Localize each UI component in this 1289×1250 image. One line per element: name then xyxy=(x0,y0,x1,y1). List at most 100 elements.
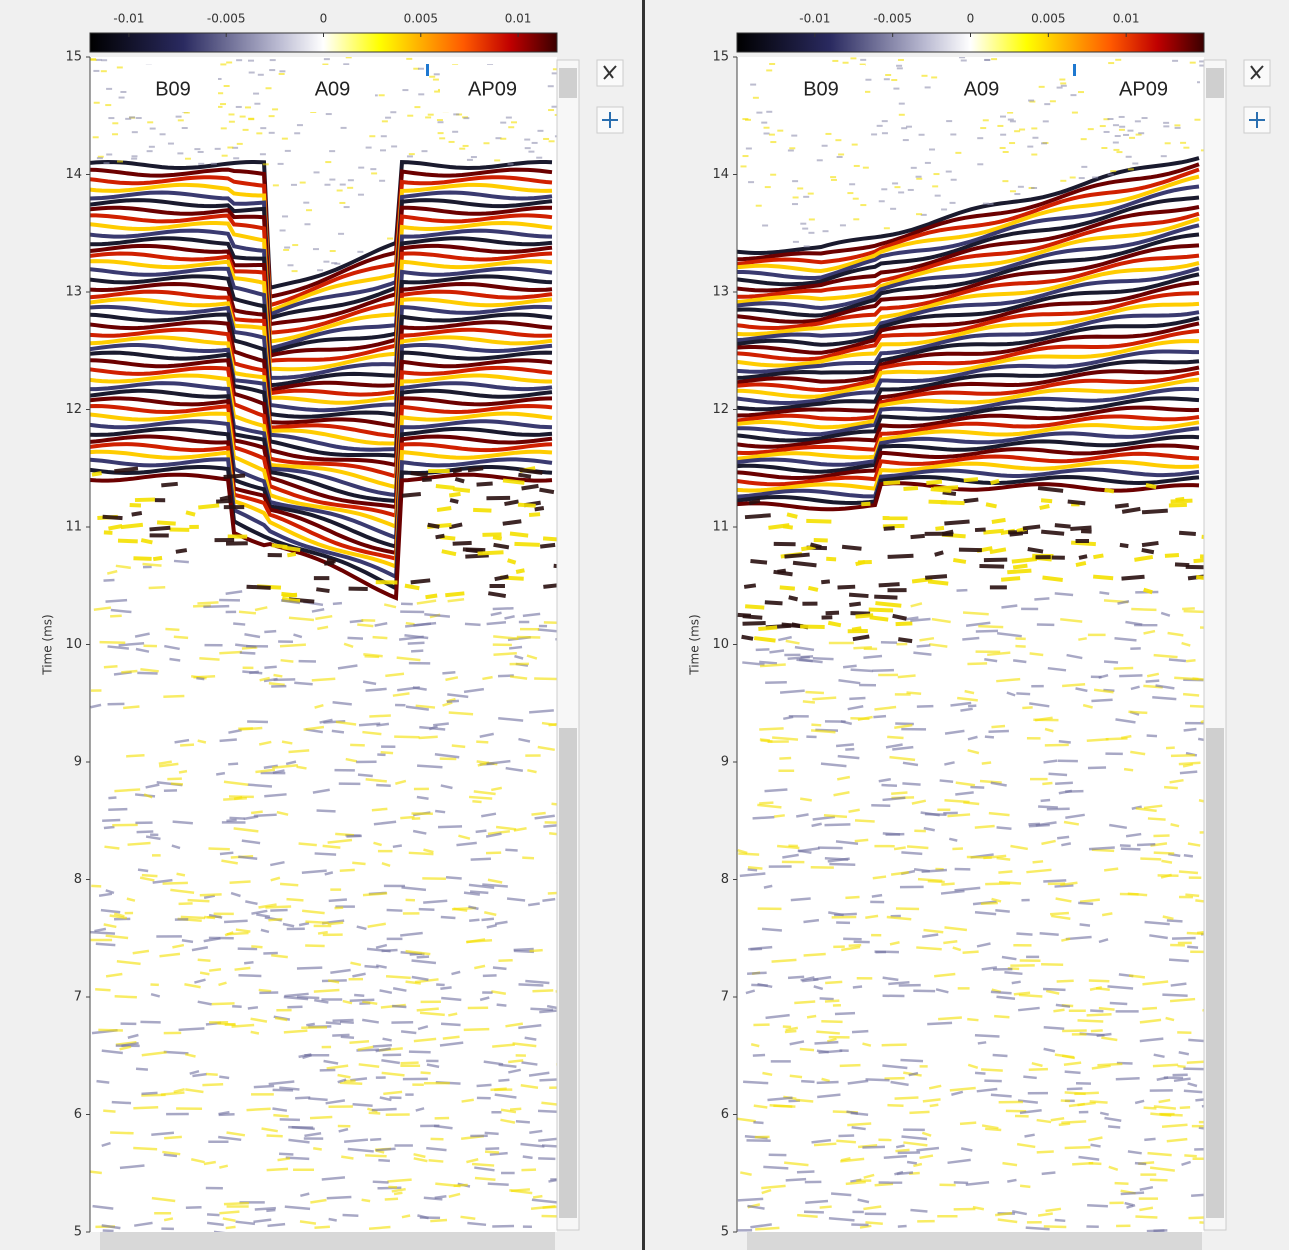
reflector-dash xyxy=(522,856,535,860)
reflector-dash xyxy=(1088,1136,1103,1142)
reflector-dash xyxy=(441,549,457,557)
y-axis-label: Time (ms) xyxy=(41,614,55,676)
reflector-dash xyxy=(219,650,243,655)
reflector-dash xyxy=(136,830,154,834)
reflector-dash xyxy=(906,691,922,696)
reflector-dash xyxy=(258,903,277,909)
reflector-dash xyxy=(440,1022,461,1027)
reflector-dash xyxy=(935,525,945,531)
reflector-dash xyxy=(528,512,541,517)
reflector-dash xyxy=(897,637,913,644)
reflector xyxy=(90,419,553,541)
reflector-dash xyxy=(840,1157,865,1163)
tool-button[interactable] xyxy=(596,59,624,87)
reflector-dash xyxy=(1077,1101,1096,1107)
reflector-dash xyxy=(739,872,766,878)
reflector-dash xyxy=(782,853,799,859)
reflector-dash xyxy=(454,476,465,484)
reflector-dash xyxy=(1179,770,1198,775)
reflector-dash xyxy=(126,897,136,902)
label-box xyxy=(290,65,375,112)
reflector-dash xyxy=(202,1083,224,1087)
reflector-dash xyxy=(192,1072,207,1078)
reflector-dash xyxy=(469,918,480,923)
reflector-dash xyxy=(841,544,862,551)
reflector-dash xyxy=(530,1007,554,1012)
reflector-dash xyxy=(744,513,771,520)
reflector-dash xyxy=(120,522,144,530)
reflector-dash xyxy=(850,1111,869,1117)
reflector-dash xyxy=(1134,554,1154,562)
reflector-dash xyxy=(266,1134,283,1138)
reflector-dash xyxy=(101,1049,123,1055)
reflector-dash xyxy=(1200,719,1204,724)
reflector-dash xyxy=(1182,607,1195,611)
reflector-dash xyxy=(1038,805,1058,809)
reflector-dash xyxy=(1170,754,1195,758)
reflector-dash xyxy=(897,1224,907,1228)
reflector-dash xyxy=(383,603,397,609)
reflector-dash xyxy=(103,825,115,830)
reflector-dash xyxy=(821,1077,830,1083)
reflector-dash xyxy=(850,668,874,673)
reflector-dash xyxy=(813,985,824,991)
reflector-dash xyxy=(812,656,834,661)
reflector-dash xyxy=(143,793,153,799)
reflector-dash xyxy=(279,1152,294,1156)
reflector-dash xyxy=(1078,901,1094,906)
reflector xyxy=(737,481,1200,512)
reflector-dash xyxy=(437,825,463,829)
reflector-dash xyxy=(1168,958,1189,963)
reflector-dash xyxy=(344,1138,369,1143)
reflector-dash xyxy=(484,1150,500,1154)
reflector-dash xyxy=(452,540,472,546)
reflector-dash xyxy=(250,1030,260,1035)
reflector-dash xyxy=(162,1150,181,1156)
reflector-dash xyxy=(748,498,761,506)
reflector-dash xyxy=(1145,679,1160,683)
reflector xyxy=(90,198,553,321)
reflector-dash xyxy=(1040,798,1051,803)
reflector-dash xyxy=(487,1182,509,1186)
tool-icon xyxy=(603,65,617,80)
reflector-dash xyxy=(1054,884,1074,888)
reflector-dash xyxy=(232,1005,242,1009)
reflector-dash xyxy=(325,1021,342,1025)
scrollbar-thumb[interactable] xyxy=(1206,728,1224,1218)
reflector-dash xyxy=(1043,1025,1065,1030)
reflector-dash xyxy=(881,1043,907,1047)
reflector-dash xyxy=(375,1047,391,1053)
reflector-dash xyxy=(105,598,128,603)
reflector-dash xyxy=(313,988,340,993)
reflector-dash xyxy=(1163,785,1178,790)
scrollbar-thumb[interactable] xyxy=(559,728,577,1218)
reflector-dash xyxy=(260,928,270,934)
horizontal-scrollbar[interactable] xyxy=(100,1232,555,1250)
reflector-dash xyxy=(466,1158,479,1164)
reflector-dash xyxy=(1194,1148,1204,1151)
reflector-dash xyxy=(238,610,257,615)
reflector-dash xyxy=(223,780,249,786)
reflector-dash xyxy=(1195,575,1204,580)
reflector-dash xyxy=(785,1026,799,1032)
scrollbar-thumb[interactable] xyxy=(1206,68,1224,98)
reflector-dash xyxy=(783,715,794,721)
scrollbar-thumb[interactable] xyxy=(559,68,577,98)
reflector-dash xyxy=(413,1157,428,1163)
reflector-dash xyxy=(772,736,799,741)
horizontal-scrollbar[interactable] xyxy=(747,1232,1202,1250)
reflector-dash xyxy=(204,915,216,920)
reflector-dash xyxy=(493,651,517,657)
reflector-dash xyxy=(994,1014,1010,1019)
reflector-dash xyxy=(521,483,539,491)
reflector-dash xyxy=(439,1041,464,1047)
reflector-dash xyxy=(1107,1125,1121,1129)
y-tick-label: 5 xyxy=(721,1225,729,1240)
reflector-dash xyxy=(1078,637,1087,641)
reflector-dash xyxy=(755,1226,780,1231)
reflector xyxy=(737,420,1200,461)
reflector-dash xyxy=(151,1196,176,1203)
reflector-dash xyxy=(362,680,377,686)
reflector xyxy=(90,205,552,327)
reflector-dash xyxy=(539,487,555,495)
